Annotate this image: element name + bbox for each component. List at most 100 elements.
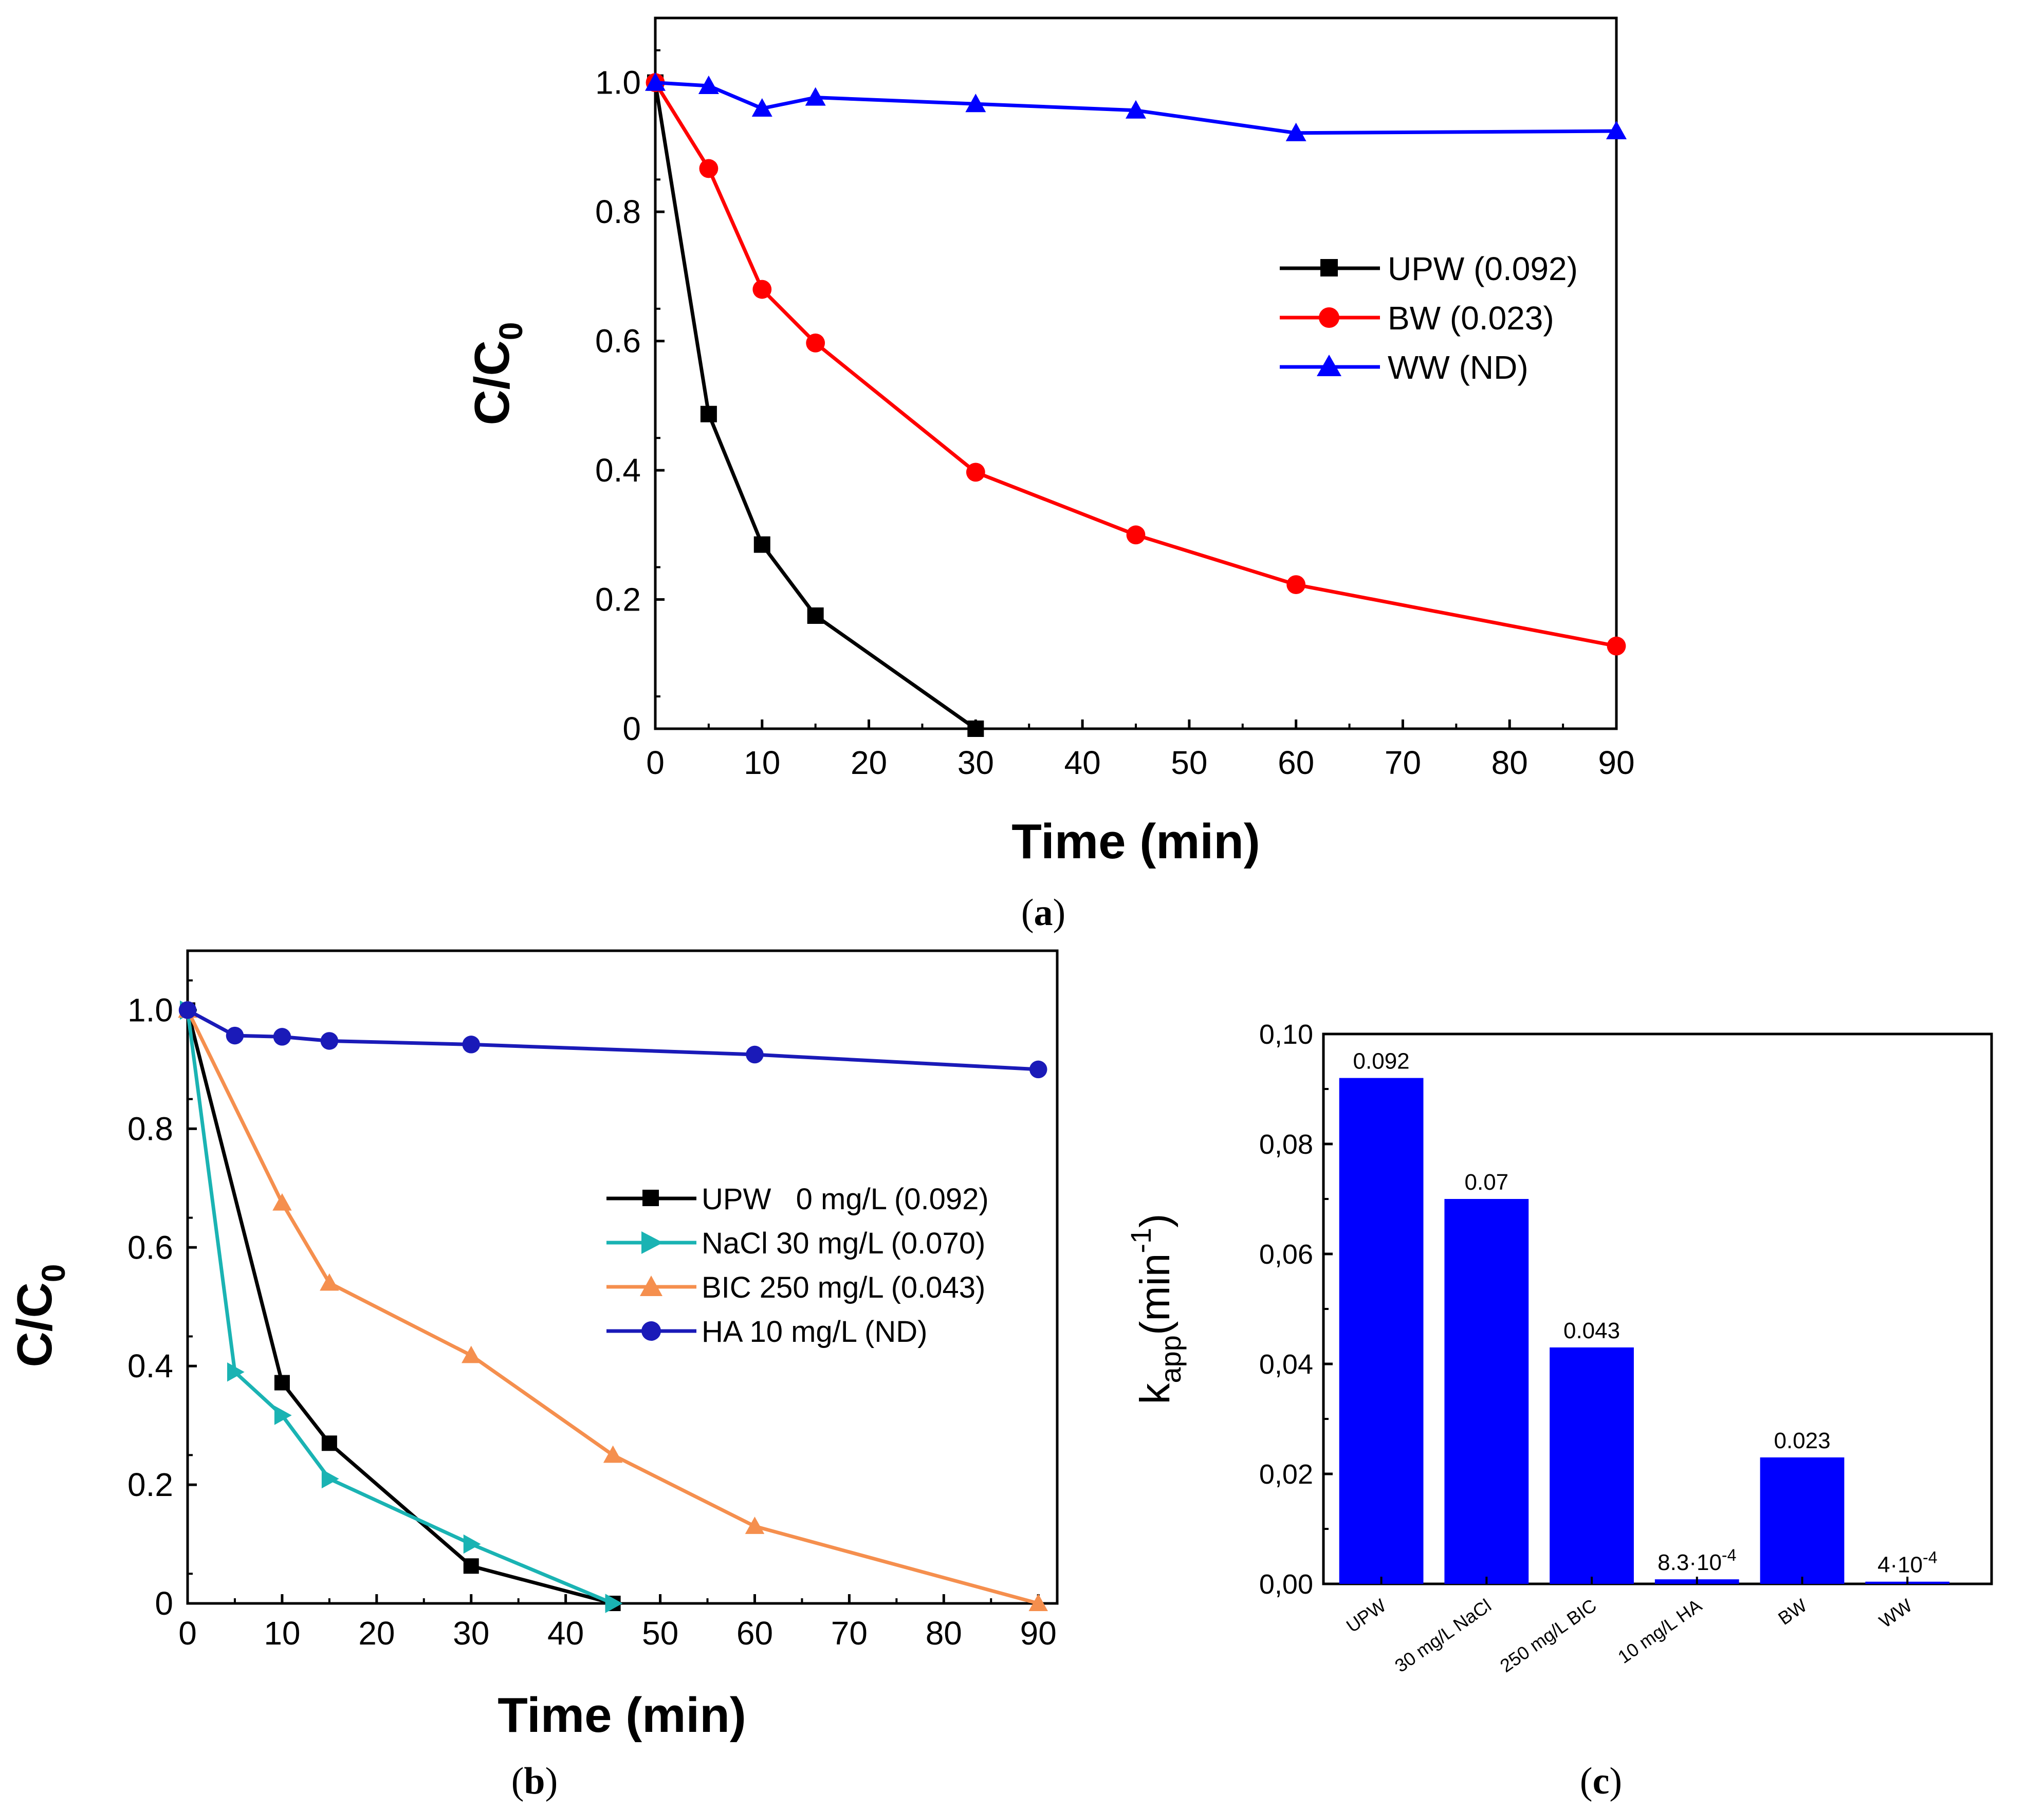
legend-marker-b0 (642, 1190, 659, 1206)
panel-a-legend-item: WW (ND) (1280, 349, 1529, 386)
data-point-3 (226, 1026, 244, 1045)
panel-a-y-axis-title: C/C0 (465, 322, 529, 426)
data-point-3 (178, 1001, 197, 1019)
data-point-3 (746, 1045, 764, 1064)
data-point-2 (965, 94, 986, 113)
panel-a-legend-item: UPW (0.092) (1280, 250, 1578, 287)
data-point-2 (745, 1517, 765, 1534)
panel-a-legend-item: BW (0.023) (1280, 300, 1554, 337)
x-tick-label: 70 (1385, 744, 1421, 781)
data-point-3 (462, 1036, 480, 1054)
data-point-0 (807, 607, 824, 624)
data-point-1 (1286, 575, 1306, 595)
panel-a-line-chart: 0 0.2 0.4 0.6 0.8 1.0 0 10 20 30 40 50 60 70 80 90 Tim… (465, 16, 1635, 934)
legend-marker-b1 (641, 1231, 663, 1254)
bar-value-label-base: 0.07 (1465, 1170, 1509, 1195)
y-tick-label: 0.8 (127, 1110, 173, 1147)
category-label-4: BW (1774, 1595, 1811, 1629)
bar-0 (1339, 1078, 1424, 1584)
x-tick-label: 50 (1171, 744, 1207, 781)
panel-b-caption: (b) (511, 1760, 558, 1802)
data-point-0 (274, 1375, 290, 1391)
panel-b-x-axis-title: Time (min) (498, 1688, 746, 1743)
y-tick-label: 0,10 (1259, 1019, 1313, 1050)
data-point-1 (966, 463, 985, 482)
x-tick-label: 50 (642, 1615, 678, 1652)
bar-value-label-base: 0.092 (1353, 1049, 1410, 1074)
data-point-1 (605, 1594, 623, 1613)
y-tick-label: 0 (622, 710, 641, 747)
data-point-2 (1285, 122, 1306, 141)
y-tick-label: 0.2 (595, 581, 641, 618)
category-label-1: 30 mg/L NaCl (1391, 1595, 1495, 1676)
series-line-0 (653, 82, 977, 730)
data-point-1 (752, 280, 772, 299)
data-point-0 (967, 721, 984, 737)
panel-c-y-axis-title-close: ) (1132, 1214, 1178, 1228)
bar-value-label-base: 8.3·10 (1658, 1550, 1722, 1575)
data-point-2 (751, 98, 772, 117)
data-point-2 (698, 76, 719, 95)
x-tick-label: 60 (736, 1615, 773, 1652)
panel-b-legend: UPW 0 mg/L (0.092) NaCl 30 mg/L (0.070) … (606, 1183, 989, 1349)
x-tick-label: 90 (1020, 1615, 1057, 1652)
data-point-2 (1028, 1594, 1048, 1611)
panel-a-y-axis-title-sub: 0 (492, 322, 529, 341)
panel-c-y-axis-title: kapp(min-1) (1125, 1214, 1187, 1405)
panel-b-legend-item: UPW 0 mg/L (0.092) (606, 1183, 989, 1216)
y-tick-label: 0.4 (595, 452, 641, 489)
panel-a-y-axis-title-main: C/C (465, 340, 520, 425)
legend-marker-a0 (1320, 259, 1338, 276)
bar-value-label-base: 0.023 (1774, 1428, 1830, 1453)
bar-value-label-base: 4·10 (1877, 1553, 1923, 1578)
data-point-2 (1606, 121, 1627, 140)
y-tick-label: 0.6 (595, 323, 641, 360)
panel-c-y-axis-title-main: k (1132, 1382, 1178, 1404)
series-line-3 (187, 1008, 1039, 1072)
bar-2 (1550, 1347, 1634, 1584)
x-tick-label: 40 (1064, 744, 1101, 781)
legend-label-b2: BIC 250 mg/L (0.043) (702, 1271, 985, 1304)
panel-b-legend-item: HA 10 mg/L (ND) (606, 1315, 927, 1349)
legend-marker-b3 (641, 1321, 661, 1341)
panel-c-y-axis-title-sub: app (1154, 1335, 1187, 1383)
panel-b-y-axis-title-main: C/C (7, 1282, 62, 1367)
panel-c-y-ticks: 0,00 0,02 0,04 0,06 0,08 0,10 (1259, 1019, 1333, 1600)
bar-value-label-0: 0.092 (1353, 1049, 1410, 1074)
legend-label-a2: WW (ND) (1388, 349, 1529, 386)
y-tick-label: 0,00 (1259, 1569, 1313, 1600)
bar-value-label-base: 0.043 (1563, 1318, 1620, 1343)
data-point-3 (1029, 1060, 1047, 1079)
data-point-1 (699, 159, 719, 178)
legend-label-a0: UPW (0.092) (1388, 250, 1578, 287)
x-tick-label: 70 (831, 1615, 868, 1652)
panel-c-y-axis-title-rest: (min (1132, 1253, 1178, 1335)
x-tick-label: 80 (1491, 744, 1528, 781)
panel-c-categories: UPW 30 mg/L NaCl 250 mg/L BIC 10 mg/L HA BW W… (1342, 1577, 1916, 1676)
legend-label-b0: UPW 0 mg/L (0.092) (702, 1183, 989, 1216)
category-label-3: 10 mg/L HA (1614, 1595, 1705, 1668)
y-tick-label: 0 (155, 1585, 173, 1622)
x-tick-label: 10 (744, 744, 780, 781)
data-point-1 (806, 334, 825, 353)
panel-b-legend-item: BIC 250 mg/L (0.043) (606, 1271, 985, 1304)
panel-b-caption-letter: b (524, 1760, 545, 1802)
legend-marker-b2 (640, 1276, 662, 1296)
data-point-1 (1607, 636, 1626, 656)
panel-b-y-axis-title: C/C0 (7, 1264, 72, 1368)
x-tick-label: 0 (646, 744, 665, 781)
panel-c-bar-chart: 0,00 0,02 0,04 0,06 0,08 0,10 0.092 0.07 0.043 8… (1125, 1019, 1993, 1802)
data-point-1 (227, 1362, 245, 1382)
panel-c-y-axis-title-sup: -1 (1125, 1228, 1157, 1253)
panel-a-caption-letter: a (1034, 892, 1053, 934)
data-point-3 (320, 1032, 339, 1050)
x-tick-label: 10 (264, 1615, 300, 1652)
data-point-1 (1126, 525, 1146, 545)
panel-b-y-ticks: 0 0.2 0.4 0.6 0.8 1.0 (127, 979, 197, 1622)
data-point-3 (273, 1028, 291, 1046)
bar-value-label-1: 0.07 (1465, 1170, 1509, 1195)
panel-b-line-chart: 0 0.2 0.4 0.6 0.8 1.0 0 10 20 30 40 50 60 70 80 90 Tim… (7, 949, 1059, 1802)
bar-1 (1444, 1199, 1529, 1584)
